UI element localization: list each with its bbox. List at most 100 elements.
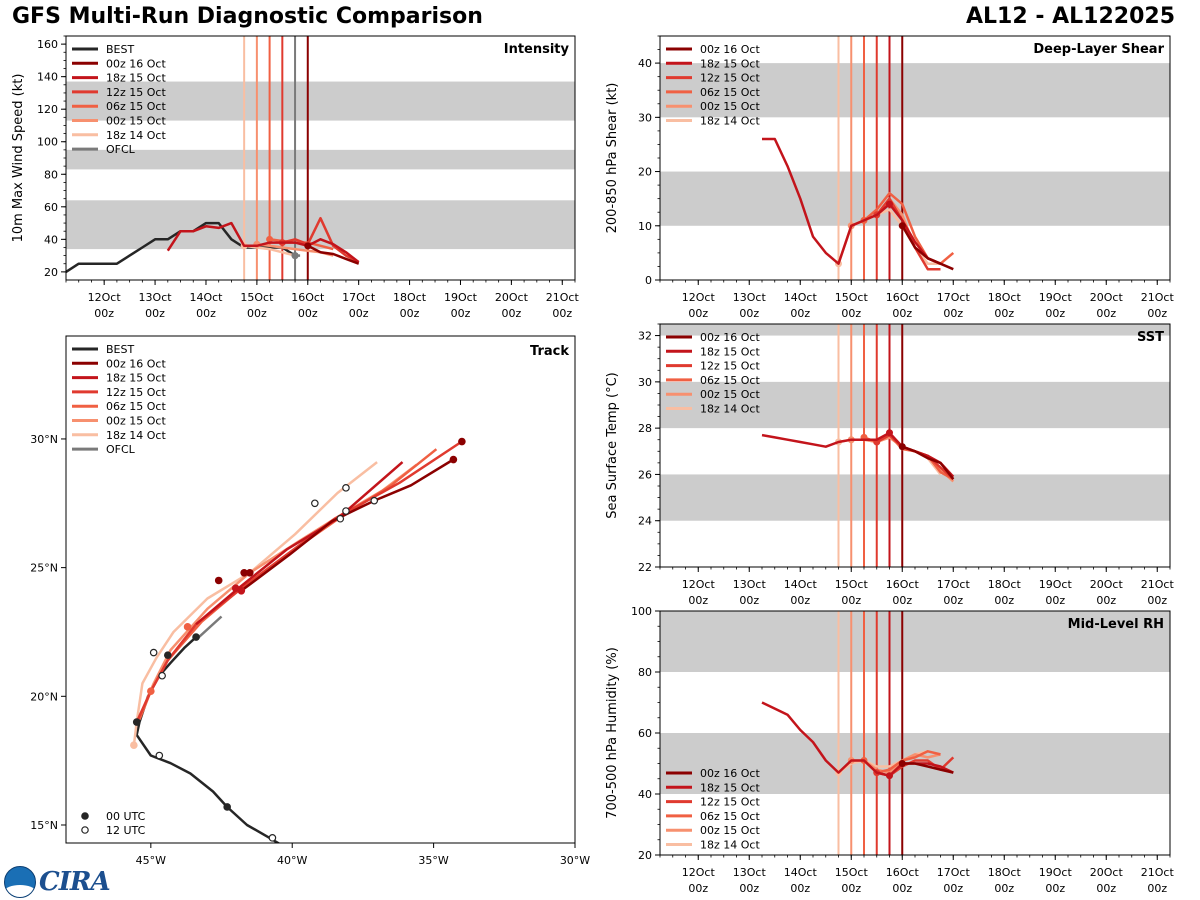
intensity-ytick-label: 100	[37, 136, 58, 149]
intensity-series-marker	[266, 235, 274, 243]
logo-area: CIRA	[4, 866, 111, 898]
track-marker-open	[342, 507, 350, 515]
track-legend-marker-label: 12 UTC	[106, 824, 146, 837]
shear-xtick-label: 12Oct	[682, 291, 716, 304]
intensity-xtick-label: 14Oct	[189, 291, 223, 304]
track-legend-label: 06z 15 Oct	[106, 400, 166, 413]
track-marker-filled	[231, 584, 240, 593]
shear-legend-label: 06z 15 Oct	[700, 86, 760, 99]
intensity-title: Intensity	[504, 42, 570, 57]
track-frame	[65, 335, 576, 844]
rh-legend-label: 00z 15 Oct	[700, 824, 760, 837]
sst-ylabel: Sea Surface Temp (°C)	[605, 372, 620, 519]
rh-xtick-label: 17Oct	[937, 866, 971, 879]
sst-legend-label: 00z 15 Oct	[700, 388, 760, 401]
sst-xtick-label: 00z	[739, 594, 759, 607]
sst-band	[660, 474, 1170, 521]
shear-xtick-label: 14Oct	[784, 291, 818, 304]
rh-legend-label: 18z 15 Oct	[700, 781, 760, 794]
intensity-legend-label: 12z 15 Oct	[106, 86, 166, 99]
rh-band	[660, 611, 1170, 672]
track-marker-open	[149, 648, 158, 657]
track-series-line	[132, 461, 378, 746]
shear-ylabel: 200-850 hPa Shear (kt)	[605, 83, 620, 234]
intensity-xtick-label: 00z	[349, 307, 369, 320]
rh-xtick-label: 00z	[841, 882, 861, 895]
rh-legend-label: 12z 15 Oct	[700, 796, 760, 809]
sst-xtick-label: 00z	[790, 594, 810, 607]
sst-ytick-label: 24	[638, 515, 652, 528]
shear-xtick-label: 00z	[943, 307, 963, 320]
shear-legend-label: 00z 15 Oct	[700, 100, 760, 113]
intensity-legend-label: 18z 14 Oct	[106, 129, 166, 142]
shear-xtick-label: 21Oct	[1141, 291, 1175, 304]
shear-xtick-label: 15Oct	[835, 291, 869, 304]
intensity-xtick-label: 15Oct	[240, 291, 274, 304]
intensity-xtick-label: 00z	[501, 307, 521, 320]
rh-xtick-label: 00z	[994, 882, 1014, 895]
rh-ytick-label: 20	[638, 849, 652, 862]
intensity-xtick-label: 20Oct	[495, 291, 529, 304]
intensity-xtick-label: 00z	[451, 307, 471, 320]
rh-xtick-label: 00z	[739, 882, 759, 895]
track-marker-filled	[164, 651, 172, 659]
rh-xtick-label: 13Oct	[733, 866, 767, 879]
rh-series-marker	[886, 772, 893, 780]
track-marker-open	[342, 484, 350, 492]
intensity-xtick-label: 00z	[552, 307, 572, 320]
shear-chart: 0 10 20 30 40 12Oct 00z 13Oct 00z 14Oct 00z 15Oct 00…	[605, 35, 1175, 320]
shear-xtick-label: 00z	[1147, 307, 1167, 320]
track-marker-filled	[130, 741, 138, 750]
track-legend-label: 00z 16 Oct	[106, 357, 166, 370]
track-marker-open	[336, 514, 345, 523]
sst-series-line	[901, 445, 955, 480]
shear-xtick-label: 16Oct	[886, 291, 920, 304]
rh-ytick-label: 80	[638, 666, 652, 679]
intensity-legend-label: OFCL	[106, 143, 136, 156]
intensity-xtick-label: 21Oct	[546, 291, 580, 304]
rh-ylabel: 700-500 hPa Humidity (%)	[605, 647, 620, 819]
shear-series-marker	[886, 200, 893, 208]
intensity-series-line	[281, 216, 360, 264]
sst-xtick-label: 00z	[1045, 594, 1065, 607]
shear-legend-label: 18z 14 Oct	[700, 115, 760, 128]
sst-xtick-label: 16Oct	[886, 578, 920, 591]
track-marker-open	[158, 671, 166, 680]
shear-xtick-label: 00z	[994, 307, 1014, 320]
shear-xtick-label: 18Oct	[988, 291, 1022, 304]
track-ytick-label: 20°N	[30, 690, 58, 703]
track-plot-area	[130, 437, 466, 843]
track-series-line	[198, 615, 223, 639]
shear-band	[660, 171, 1170, 226]
track-legend-label: 18z 15 Oct	[106, 372, 166, 385]
intensity-ytick-label: 140	[37, 71, 58, 84]
track-series-line	[138, 448, 438, 720]
sst-legend-label: 18z 14 Oct	[700, 403, 760, 416]
shear-legend-label: 00z 16 Oct	[700, 43, 760, 56]
intensity-xtick-label: 13Oct	[139, 291, 173, 304]
track-marker-filled	[458, 437, 466, 446]
intensity-xtick-label: 00z	[400, 307, 420, 320]
shear-xtick-label: 17Oct	[937, 291, 971, 304]
rh-series-line	[902, 762, 954, 774]
intensity-band	[66, 149, 575, 170]
shear-title: Deep-Layer Shear	[1033, 42, 1164, 57]
rh-xtick-label: 12Oct	[682, 866, 716, 879]
shear-xtick-label: 00z	[1096, 307, 1116, 320]
shear-ytick-label: 10	[638, 220, 652, 233]
shear-ytick-label: 30	[638, 111, 652, 124]
track-xtick-label: 45°W	[136, 854, 166, 867]
track-legend-label: 00z 15 Oct	[106, 415, 166, 428]
track-marker-filled	[246, 568, 254, 577]
intensity-ytick-label: 160	[37, 38, 58, 51]
page-title: GFS Multi-Run Diagnostic Comparison	[12, 4, 483, 29]
sst-ytick-label: 28	[638, 422, 652, 435]
sst-ytick-label: 26	[638, 468, 652, 481]
intensity-band	[66, 81, 575, 121]
sst-xtick-label: 00z	[943, 594, 963, 607]
cira-logo: CIRA	[39, 867, 111, 897]
track-ytick-label: 30°N	[30, 433, 58, 446]
sst-ytick-label: 22	[638, 561, 652, 574]
intensity-xtick-label: 17Oct	[342, 291, 376, 304]
rh-xtick-label: 00z	[1096, 882, 1116, 895]
